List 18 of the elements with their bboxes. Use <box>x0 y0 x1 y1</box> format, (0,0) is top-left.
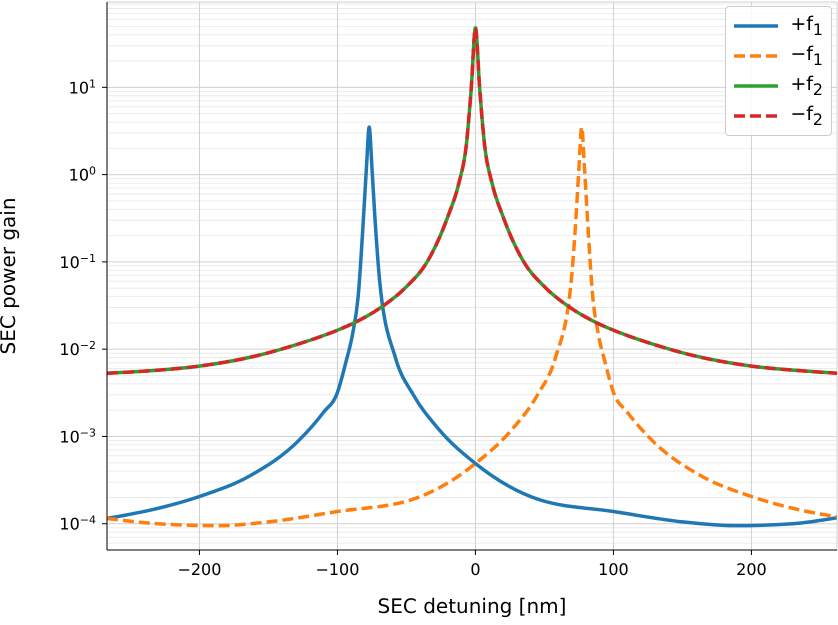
y-tick-label: 10$^{−3}$ <box>59 426 96 446</box>
x-tick-label: 0 <box>470 560 481 579</box>
x-tick-label: 200 <box>736 560 767 579</box>
y-tick-label: 10$^{0}$ <box>68 164 96 185</box>
x-tick-label: −200 <box>177 560 222 579</box>
y-axis-title: SEC power gain <box>0 197 20 355</box>
x-axis-title: SEC detuning [nm] <box>378 594 566 618</box>
legend-label: +f$_{2}$ <box>790 73 823 99</box>
legend-label: −f$_{2}$ <box>790 103 823 129</box>
line-series <box>107 125 837 528</box>
y-tick-label: 10$^{1}$ <box>68 76 96 98</box>
x-tick-label: 100 <box>598 560 629 579</box>
y-tick-label: 10$^{−2}$ <box>59 338 96 360</box>
x-tick-label: −100 <box>315 560 360 579</box>
y-tick-label: 10$^{−1}$ <box>59 251 96 272</box>
legend-label: −f$_{1}$ <box>790 43 823 69</box>
y-tick-label: 10$^{−4}$ <box>59 513 96 534</box>
legend-label: +f$_{1}$ <box>790 13 823 39</box>
